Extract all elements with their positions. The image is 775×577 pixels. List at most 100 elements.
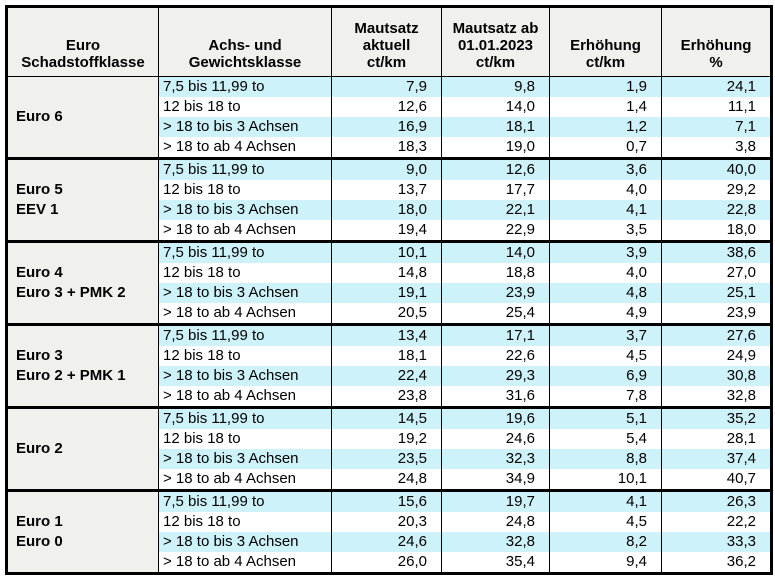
rate-2023-cell: 35,4	[441, 552, 550, 574]
rate-2023-cell: 34,9	[441, 469, 550, 491]
rate-2023-cell: 24,6	[441, 429, 550, 449]
weight-class-cell: 12 bis 18 to	[158, 346, 332, 366]
increase-pct-cell: 26,3	[661, 490, 772, 512]
rate-current-cell: 24,6	[331, 532, 442, 552]
increase-ct-cell: 4,0	[549, 263, 662, 283]
group-label-cell: Euro 6	[6, 76, 159, 159]
increase-ct-cell: 1,4	[549, 97, 662, 117]
table-row: > 18 to bis 3 Achsen 18,0 22,1 4,1 22,8	[6, 200, 772, 220]
weight-class-cell: 12 bis 18 to	[158, 512, 332, 532]
rate-2023-cell: 17,1	[441, 324, 550, 346]
group-euro-4: Euro 4 Euro 3 + PMK 2 7,5 bis 11,99 to 1…	[6, 241, 772, 325]
increase-pct-cell: 38,6	[661, 241, 772, 263]
increase-ct-cell: 5,4	[549, 429, 662, 449]
weight-class-cell: 12 bis 18 to	[158, 97, 332, 117]
rate-current-cell: 23,8	[331, 386, 442, 408]
rate-2023-cell: 14,0	[441, 241, 550, 263]
increase-ct-cell: 4,1	[549, 490, 662, 512]
table-row: > 18 to ab 4 Achsen 23,8 31,6 7,8 32,8	[6, 386, 772, 408]
weight-class-cell: > 18 to ab 4 Achsen	[158, 137, 332, 159]
table-row: 12 bis 18 to 18,1 22,6 4,5 24,9	[6, 346, 772, 366]
table-row: Euro 4 Euro 3 + PMK 2 7,5 bis 11,99 to 1…	[6, 241, 772, 325]
header-row: Euro Schadstoffklasse Achs- und Gewichts…	[6, 6, 772, 77]
increase-ct-cell: 6,9	[549, 366, 662, 386]
weight-class-cell: > 18 to bis 3 Achsen	[158, 283, 332, 303]
increase-pct-cell: 11,1	[661, 97, 772, 117]
weight-class-cell: 12 bis 18 to	[158, 263, 332, 283]
rate-current-cell: 13,7	[331, 180, 442, 200]
rate-2023-cell: 19,6	[441, 407, 550, 429]
increase-pct-cell: 28,1	[661, 429, 772, 449]
increase-pct-cell: 7,1	[661, 117, 772, 137]
column-header-increase-pct: Erhöhung %	[661, 6, 772, 77]
group-euro-2: Euro 2 7,5 bis 11,99 to 14,5 19,6 5,1 35…	[6, 407, 772, 491]
weight-class-cell: 7,5 bis 11,99 to	[158, 76, 332, 97]
table-row: > 18 to bis 3 Achsen 16,9 18,1 1,2 7,1	[6, 117, 772, 137]
increase-ct-cell: 0,7	[549, 137, 662, 159]
increase-ct-cell: 4,9	[549, 303, 662, 325]
table-row: Euro 5 EEV 1 7,5 bis 11,99 to 9,0 12,6 3…	[6, 158, 772, 242]
increase-ct-cell: 10,1	[549, 469, 662, 491]
increase-pct-cell: 37,4	[661, 449, 772, 469]
increase-pct-cell: 32,8	[661, 386, 772, 408]
increase-pct-cell: 35,2	[661, 407, 772, 429]
rate-2023-cell: 29,3	[441, 366, 550, 386]
increase-ct-cell: 4,0	[549, 180, 662, 200]
rate-2023-cell: 19,0	[441, 137, 550, 159]
rate-2023-cell: 18,8	[441, 263, 550, 283]
increase-pct-cell: 22,2	[661, 512, 772, 532]
group-euro-5-eev-1: Euro 5 EEV 1 7,5 bis 11,99 to 9,0 12,6 3…	[6, 158, 772, 242]
increase-ct-cell: 1,9	[549, 76, 662, 97]
group-label-cell: Euro 1 Euro 0	[6, 490, 159, 574]
table-row: > 18 to bis 3 Achsen 24,6 32,8 8,2 33,3	[6, 532, 772, 552]
increase-ct-cell: 4,5	[549, 512, 662, 532]
increase-pct-cell: 18,0	[661, 220, 772, 242]
rate-current-cell: 12,6	[331, 97, 442, 117]
table-row: 12 bis 18 to 14,8 18,8 4,0 27,0	[6, 263, 772, 283]
rate-2023-cell: 25,4	[441, 303, 550, 325]
increase-pct-cell: 36,2	[661, 552, 772, 574]
rate-current-cell: 13,4	[331, 324, 442, 346]
increase-pct-cell: 22,8	[661, 200, 772, 220]
increase-ct-cell: 1,2	[549, 117, 662, 137]
weight-class-cell: 7,5 bis 11,99 to	[158, 490, 332, 512]
group-label-cell: Euro 4 Euro 3 + PMK 2	[6, 241, 159, 325]
increase-ct-cell: 4,8	[549, 283, 662, 303]
table-row: > 18 to ab 4 Achsen 20,5 25,4 4,9 23,9	[6, 303, 772, 325]
rate-current-cell: 15,6	[331, 490, 442, 512]
weight-class-cell: > 18 to ab 4 Achsen	[158, 220, 332, 242]
group-euro-3: Euro 3 Euro 2 + PMK 1 7,5 bis 11,99 to 1…	[6, 324, 772, 408]
increase-ct-cell: 4,5	[549, 346, 662, 366]
weight-class-cell: 12 bis 18 to	[158, 180, 332, 200]
table-row: Euro 1 Euro 0 7,5 bis 11,99 to 15,6 19,7…	[6, 490, 772, 574]
rate-current-cell: 20,5	[331, 303, 442, 325]
column-header-rate-current: Mautsatz aktuell ct/km	[331, 6, 442, 77]
increase-pct-cell: 30,8	[661, 366, 772, 386]
increase-pct-cell: 25,1	[661, 283, 772, 303]
rate-current-cell: 19,4	[331, 220, 442, 242]
rate-2023-cell: 22,1	[441, 200, 550, 220]
table-row: > 18 to bis 3 Achsen 19,1 23,9 4,8 25,1	[6, 283, 772, 303]
rate-current-cell: 18,3	[331, 137, 442, 159]
increase-ct-cell: 3,7	[549, 324, 662, 346]
table-row: > 18 to bis 3 Achsen 23,5 32,3 8,8 37,4	[6, 449, 772, 469]
increase-pct-cell: 40,0	[661, 158, 772, 180]
weight-class-cell: 7,5 bis 11,99 to	[158, 324, 332, 346]
increase-pct-cell: 40,7	[661, 469, 772, 491]
weight-class-cell: > 18 to bis 3 Achsen	[158, 449, 332, 469]
rate-2023-cell: 22,6	[441, 346, 550, 366]
increase-ct-cell: 3,9	[549, 241, 662, 263]
column-header-weight-class: Achs- und Gewichtsklasse	[158, 6, 332, 77]
rate-current-cell: 10,1	[331, 241, 442, 263]
table-row: 12 bis 18 to 13,7 17,7 4,0 29,2	[6, 180, 772, 200]
rate-current-cell: 26,0	[331, 552, 442, 574]
group-label-cell: Euro 3 Euro 2 + PMK 1	[6, 324, 159, 408]
rate-2023-cell: 24,8	[441, 512, 550, 532]
weight-class-cell: > 18 to ab 4 Achsen	[158, 469, 332, 491]
increase-ct-cell: 9,4	[549, 552, 662, 574]
increase-ct-cell: 3,6	[549, 158, 662, 180]
rate-2023-cell: 9,8	[441, 76, 550, 97]
group-euro-1-0: Euro 1 Euro 0 7,5 bis 11,99 to 15,6 19,7…	[6, 490, 772, 574]
rate-current-cell: 9,0	[331, 158, 442, 180]
